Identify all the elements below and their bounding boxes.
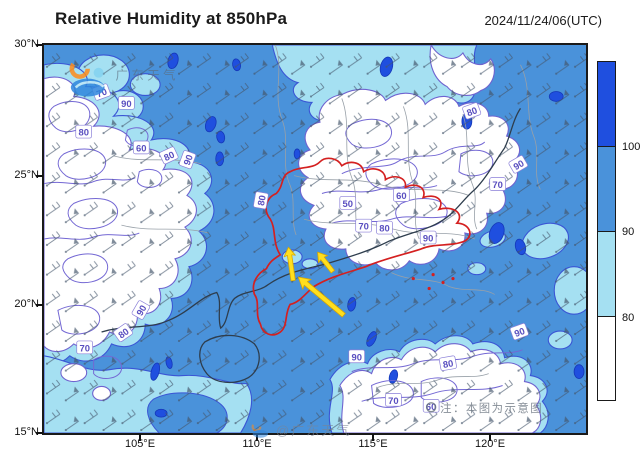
lat-tick <box>36 304 43 306</box>
contour-label: 80 <box>465 104 479 118</box>
lat-axis-label: 20°N <box>14 298 39 310</box>
coastline <box>101 107 522 384</box>
contour-label: 80 <box>255 194 268 206</box>
yellow-arrow <box>317 251 335 274</box>
lon-tick <box>489 434 491 441</box>
timestamp: 2024/11/24/06(UTC) <box>484 13 602 28</box>
lat-axis-label: 25°N <box>14 169 39 181</box>
contour-label: 90 <box>351 351 361 362</box>
colorbar-segment <box>597 61 616 147</box>
contour-label: 70 <box>388 395 398 406</box>
colorbar-tick-label: 100 <box>622 141 640 153</box>
contour-label: 60 <box>426 401 436 412</box>
contour-label: 70 <box>79 342 89 353</box>
colorbar-segment <box>597 231 616 317</box>
note-watermark: 注：本图为示意图 <box>425 401 543 415</box>
lon-axis-label: 105°E <box>124 438 156 450</box>
contour-label: 90 <box>181 153 195 167</box>
map-canvas: 70 90 80 60 80 90 70 80 90 80 50 60 70 8… <box>42 43 588 435</box>
lat-tick <box>36 44 43 46</box>
contour-label: 90 <box>121 98 131 109</box>
lat-tick <box>36 175 43 177</box>
note-watermark-text: 注：本图为示意图 <box>440 401 543 415</box>
yellow-arrow <box>297 276 346 318</box>
map-art: 70 90 80 60 80 90 70 80 90 80 50 60 70 8… <box>44 45 586 433</box>
brand-watermark-top: 广东天气 <box>69 58 178 97</box>
red-marks <box>411 273 455 291</box>
brand-watermark-bottom: @广东天气 <box>250 420 351 439</box>
lon-axis-label: 115°E <box>358 438 388 450</box>
contour-label: 80 <box>162 149 176 163</box>
wind-barb-field <box>44 45 586 433</box>
lon-axis-label: 120°E <box>474 438 506 450</box>
page-title: Relative Humidity at 850hPa <box>55 9 288 28</box>
brand-watermark-handle: @广东天气 <box>276 423 352 438</box>
colorbar-segment <box>597 316 616 401</box>
contour-label: 80 <box>379 223 389 234</box>
contour-label: 80 <box>78 127 88 138</box>
yellow-arrow <box>283 246 296 282</box>
contour-label: 70 <box>492 179 502 190</box>
contour-label: 90 <box>511 157 526 172</box>
contour-label: 80 <box>116 326 131 341</box>
lon-tick <box>256 434 258 441</box>
contour-label: 60 <box>136 142 146 153</box>
guangdong-outline <box>252 157 471 336</box>
brand-logo-icon <box>69 58 105 97</box>
brand-logo-icon <box>251 421 269 438</box>
lat-tick <box>36 432 43 434</box>
contour-label: 90 <box>513 325 527 339</box>
colorbar-segment <box>597 146 616 232</box>
contour-label: 70 <box>358 221 368 232</box>
lat-axis-label: 30°N <box>14 38 39 50</box>
lon-tick <box>372 434 374 441</box>
brand-watermark-text: 广东天气 <box>115 68 178 83</box>
lon-axis-label: 110°E <box>242 438 272 450</box>
colorbar-tick-label: 90 <box>622 226 635 238</box>
lat-axis-label: 15°N <box>14 426 39 438</box>
contour-label: 80 <box>442 357 454 370</box>
contour-label: 50 <box>343 198 353 209</box>
contour-label: 60 <box>396 190 406 201</box>
contour-label: 90 <box>134 303 149 318</box>
lon-tick <box>139 434 141 441</box>
colorbar <box>597 61 616 401</box>
colorbar-tick-label: 80 <box>622 312 635 324</box>
contour-label: 90 <box>423 232 433 243</box>
flow-arrows <box>283 246 346 318</box>
